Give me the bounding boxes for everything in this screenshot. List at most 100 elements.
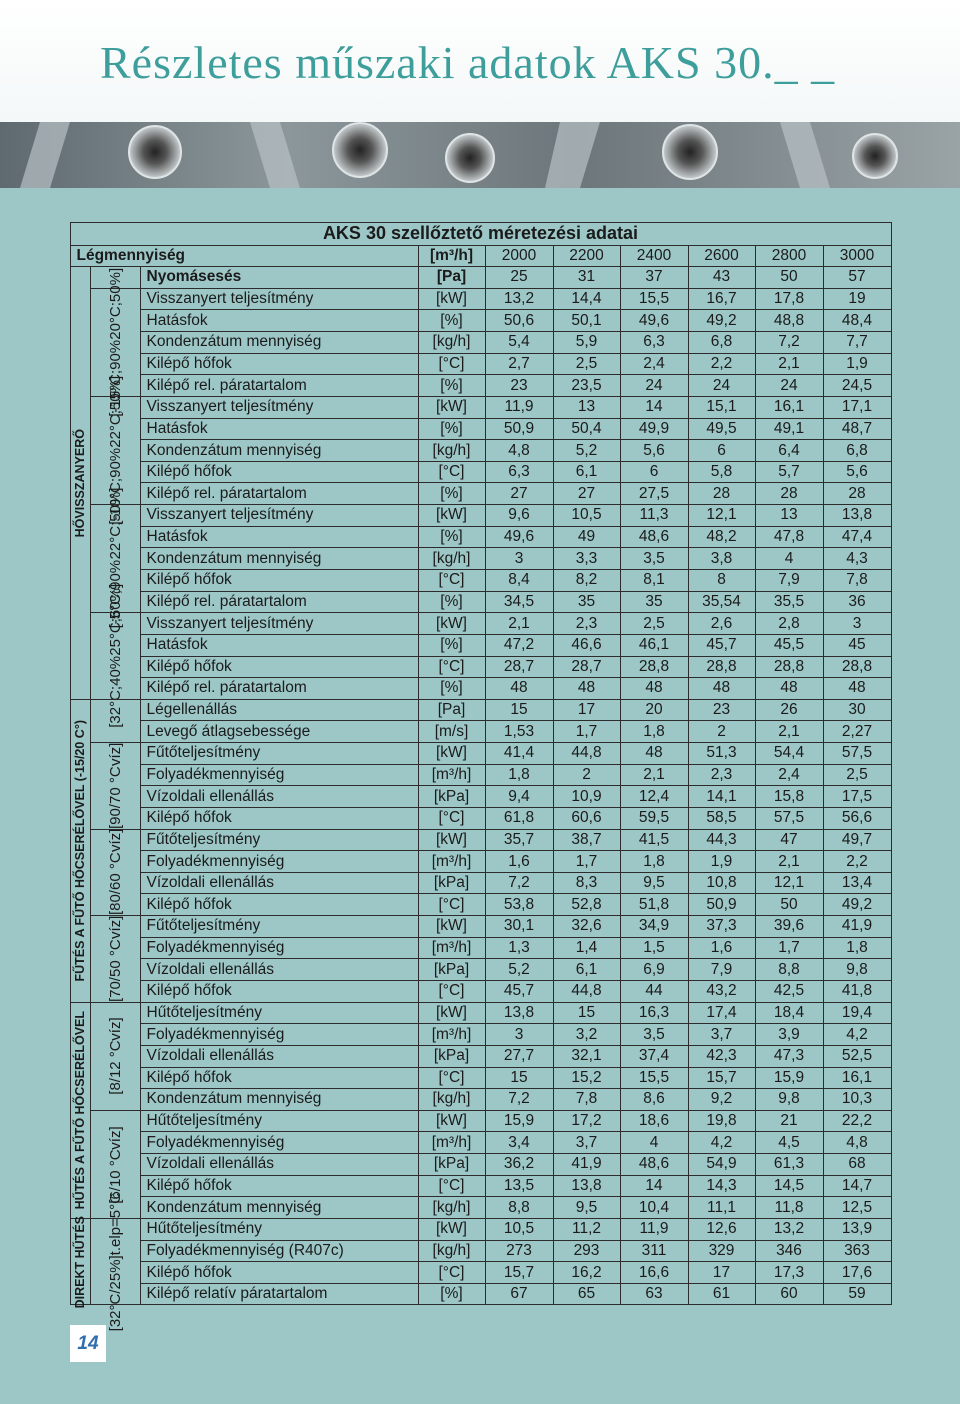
value: 41,4 [484, 742, 554, 765]
page-number: 14 [70, 1325, 106, 1362]
value: 4,2 [822, 1023, 892, 1046]
value: 2,1 [484, 612, 554, 635]
value: 12,6 [687, 1217, 756, 1241]
value: 293 [552, 1239, 621, 1263]
value: 5,4 [484, 331, 554, 354]
value: 15,5 [619, 1066, 689, 1090]
value: 23 [484, 374, 554, 397]
value: 12,5 [822, 1196, 892, 1219]
value: 45,5 [754, 633, 824, 657]
value: 14,1 [687, 785, 756, 808]
row-label: Visszanyert teljesítmény [139, 395, 419, 419]
unit: [kW] [417, 1109, 486, 1133]
subgroup-label: [8/12 °C víz] [89, 1001, 141, 1111]
value: 1,8 [619, 720, 689, 744]
value: 2,6 [687, 612, 756, 635]
subgroup-text: [80/60 °C víz] [106, 829, 125, 915]
value: 45,7 [484, 980, 554, 1003]
value: 49,5 [687, 417, 756, 441]
value: 50,1 [552, 309, 621, 333]
value: 12,1 [687, 504, 756, 527]
value: 6,8 [822, 439, 892, 462]
page-title: Részletes műszaki adatok AKS 30._ _ [100, 37, 836, 88]
value: 1,6 [687, 936, 756, 960]
value: 7,9 [754, 568, 824, 592]
value: 50,4 [552, 417, 621, 441]
row-label: Hatásfok [139, 309, 419, 333]
value: 48 [619, 742, 689, 765]
value: 14 [619, 395, 689, 419]
value: 15,7 [687, 1066, 756, 1090]
value: 60 [754, 1282, 824, 1306]
row-label: Levegő átlagsebessége [139, 720, 419, 744]
row-label: Kilépő rel. páratartalom [139, 677, 419, 700]
value: 37,3 [687, 915, 756, 938]
header-area: Részletes műszaki adatok AKS 30._ _ [0, 0, 960, 122]
value: 48,8 [754, 309, 824, 333]
row-label: Hatásfok [139, 417, 419, 441]
value: 36 [822, 590, 892, 614]
value: 4 [754, 547, 824, 570]
value: 41,9 [822, 915, 892, 938]
unit: [kg/h] [417, 547, 486, 570]
value: 50,9 [687, 893, 756, 917]
value: 37 [619, 266, 689, 289]
value: 35 [619, 590, 689, 614]
group-text: DIREKT HŰTÉS [73, 1215, 87, 1308]
unit: [kPa] [417, 871, 486, 895]
value: 30,1 [484, 915, 554, 938]
unit: [kg/h] [417, 331, 486, 354]
value: 54,9 [687, 1153, 756, 1176]
value: 6,3 [619, 331, 689, 354]
row-label: Kilépő hőfok [139, 1174, 419, 1198]
value: 13 [552, 395, 621, 419]
value: 11,3 [619, 504, 689, 527]
subgroup-label: [80/60 °C víz] [89, 828, 141, 917]
value: 41,8 [822, 980, 892, 1003]
value: 329 [687, 1239, 756, 1263]
value: 7,9 [687, 958, 756, 981]
value: 27,5 [619, 482, 689, 506]
unit: [m³/h] [417, 1131, 486, 1155]
subgroup-line: 25°C;60%] [106, 584, 124, 657]
subgroup-label: [90/70 °C víz] [89, 742, 141, 830]
unit: [kW] [417, 915, 486, 938]
unit: [%] [417, 374, 486, 397]
value: 24,5 [822, 374, 892, 397]
value: 2,2 [822, 850, 892, 873]
value: 17,3 [754, 1261, 824, 1284]
value: 59 [822, 1282, 892, 1306]
subgroup-line: víz] [106, 829, 124, 853]
value: 42,5 [754, 980, 824, 1003]
unit: [kW] [417, 742, 486, 765]
value: 8 [687, 568, 756, 592]
unit: [kg/h] [417, 1239, 486, 1263]
value: 43,2 [687, 980, 756, 1003]
row-label: Kilépő hőfok [139, 568, 419, 592]
value: 23 [687, 698, 756, 722]
value: 59,5 [619, 806, 689, 830]
value: 3,9 [754, 1023, 824, 1046]
value: 28,7 [484, 655, 554, 679]
row-label: Vízoldali ellenállás [139, 1044, 419, 1068]
unit: [kg/h] [417, 1088, 486, 1111]
value: 35,5 [754, 590, 824, 614]
row-label: Visszanyert teljesítmény [139, 504, 419, 527]
row-label: Légellenállás [139, 698, 419, 722]
value: 9,4 [484, 785, 554, 808]
value: 16,3 [619, 1001, 689, 1025]
value: 17,6 [822, 1261, 892, 1284]
value: 61,3 [754, 1153, 824, 1176]
row-label: Kondenzátum mennyiség [139, 1196, 419, 1219]
value: 2,1 [754, 352, 824, 376]
value: 51,3 [687, 742, 756, 765]
value: 17 [687, 1261, 756, 1284]
row-label: Vízoldali ellenállás [139, 1153, 419, 1176]
subgroup-line: víz] [106, 1017, 124, 1041]
value: 5,8 [687, 460, 756, 484]
value: 39,6 [754, 915, 824, 938]
value: 3,3 [552, 547, 621, 570]
value: 27,7 [484, 1044, 554, 1068]
value: 65 [552, 1282, 621, 1306]
value: 46,1 [619, 633, 689, 657]
